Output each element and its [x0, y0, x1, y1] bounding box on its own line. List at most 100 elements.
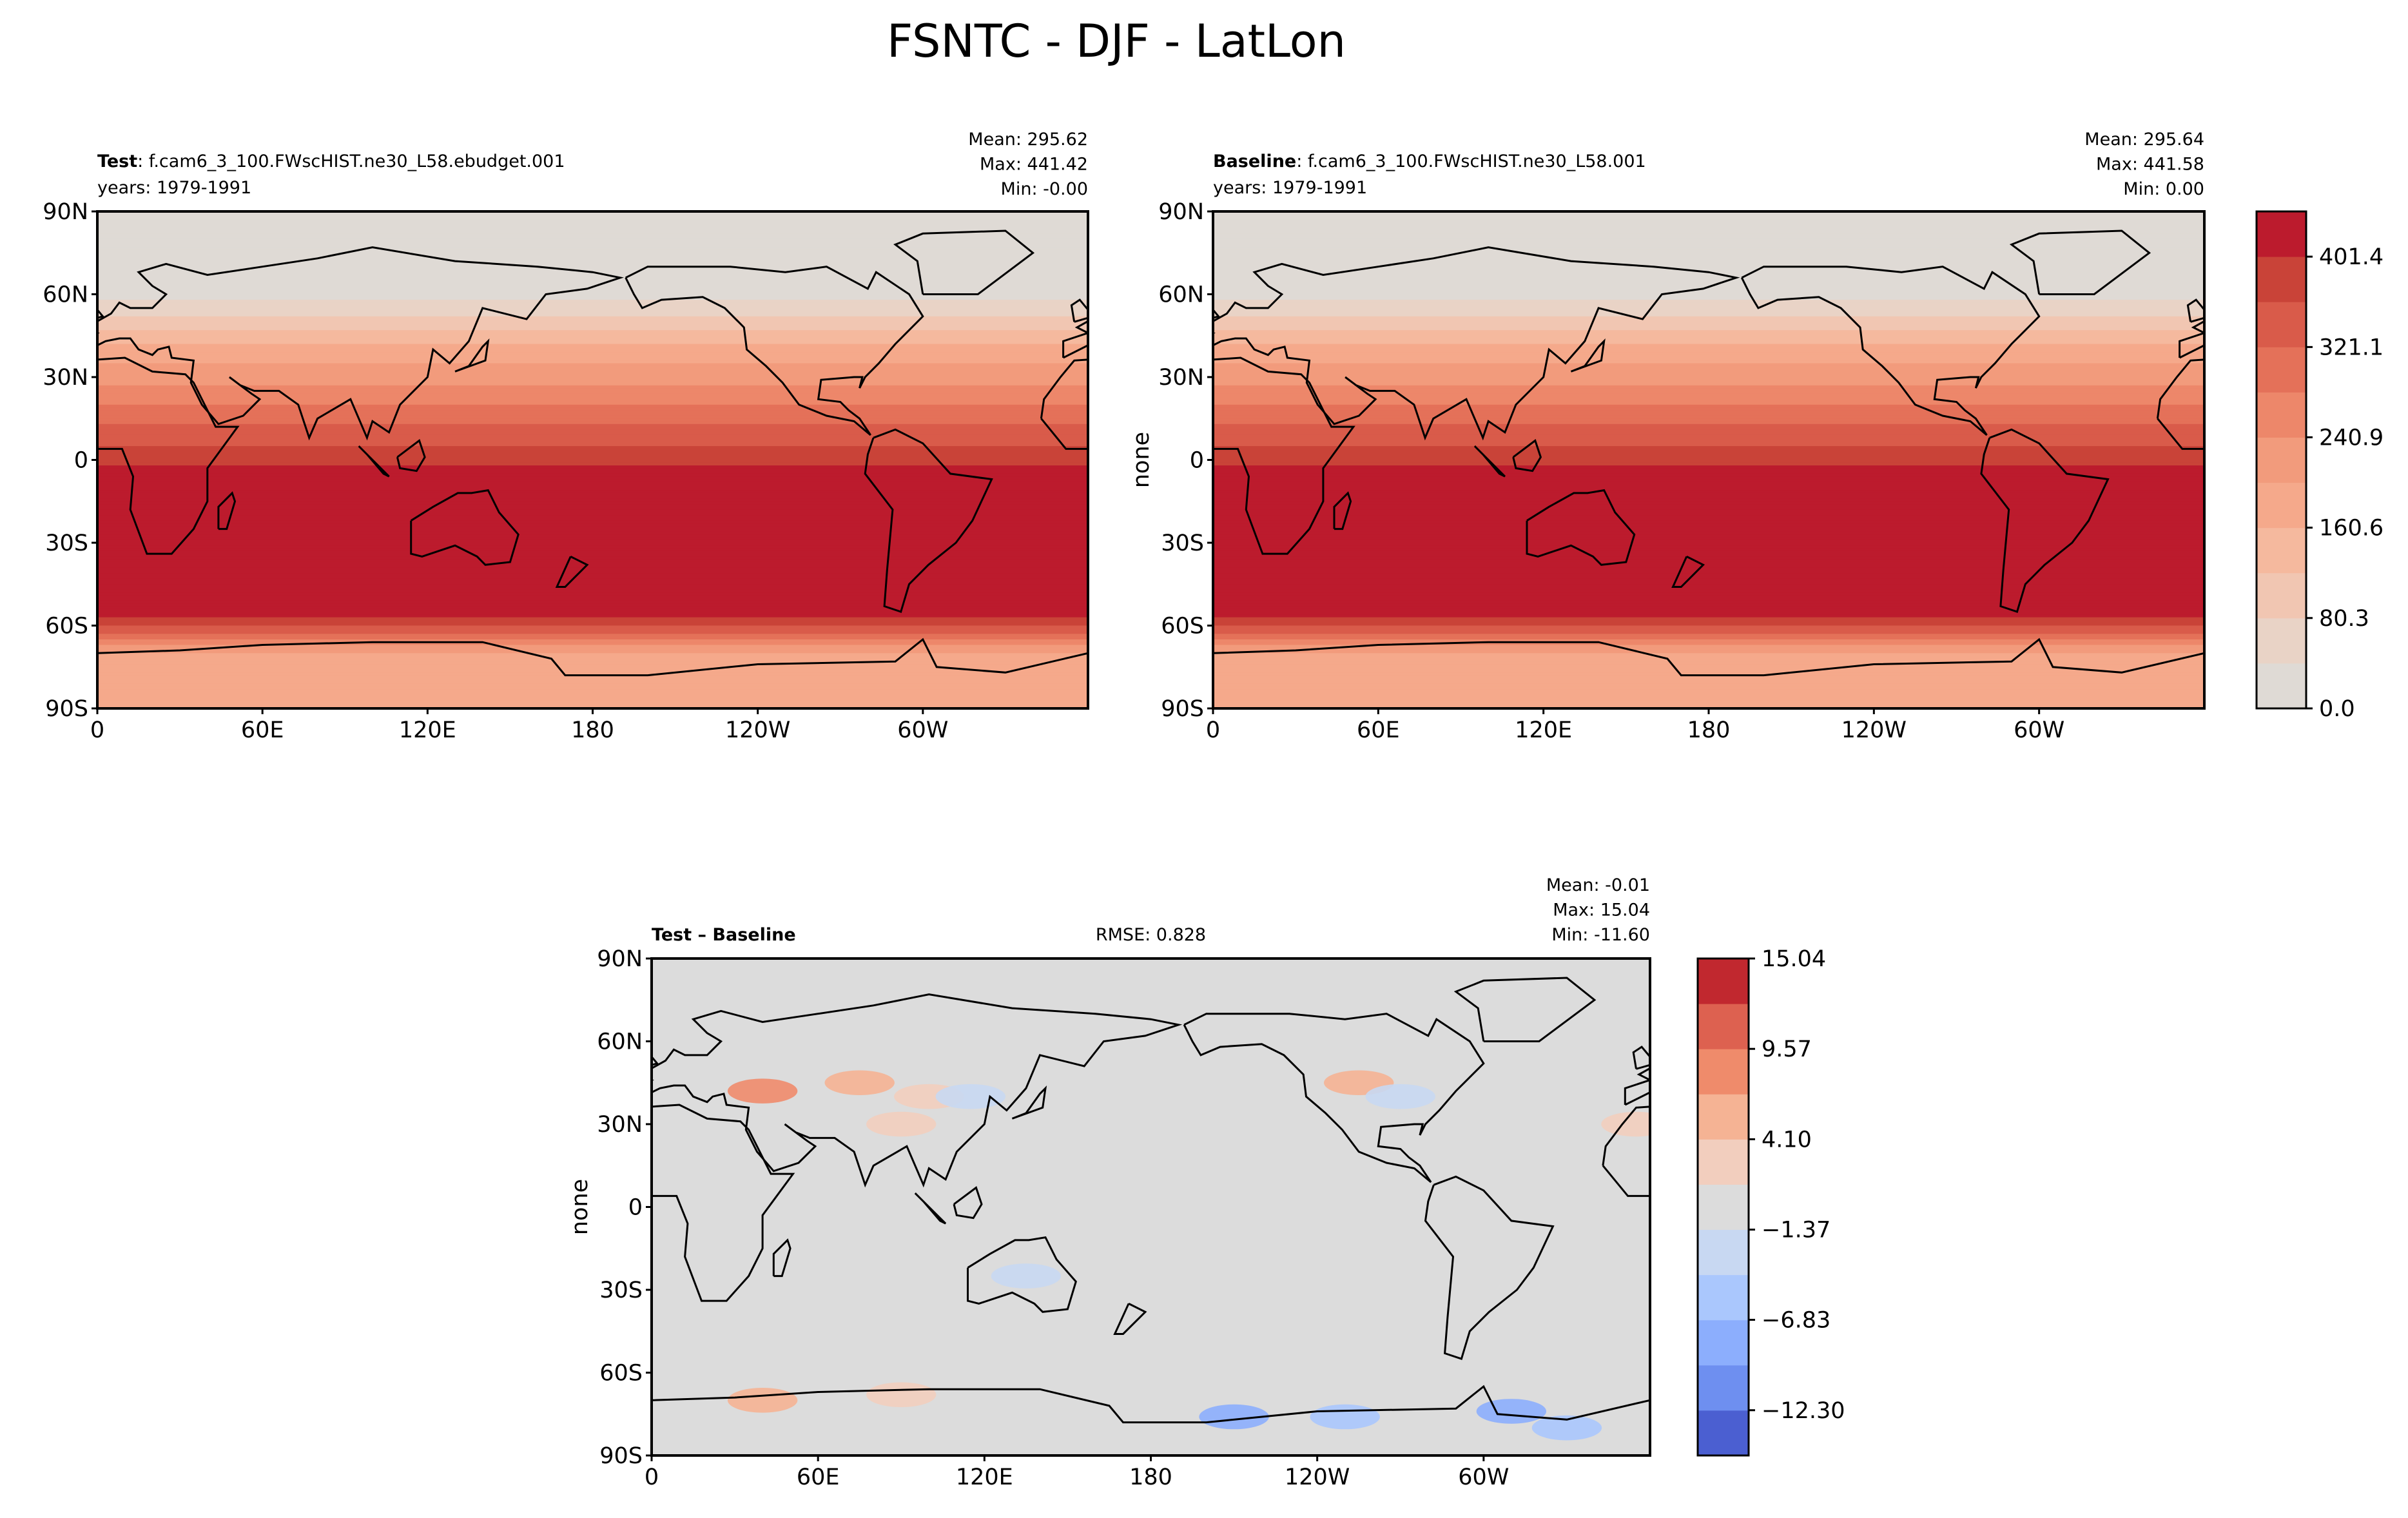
coastline	[1671, 556, 1705, 588]
zonal-band	[97, 410, 1088, 414]
zonal-band	[97, 407, 1088, 411]
zonal-band	[1213, 374, 2204, 378]
zonal-band	[97, 468, 1088, 472]
zonal-band	[1213, 382, 2204, 386]
zonal-band	[1213, 319, 2204, 323]
zonal-band	[1213, 358, 2204, 362]
zonal-band	[97, 581, 1088, 585]
zonal-band	[1213, 311, 2204, 315]
zonal-band	[1213, 520, 2204, 525]
y-tick-label: 60S	[599, 1361, 643, 1387]
coastline	[1602, 1105, 1650, 1197]
zonal-band	[1213, 427, 2204, 431]
x-tick-label: 0	[1206, 717, 1220, 743]
zonal-band	[1213, 603, 2204, 607]
zonal-band	[1213, 667, 2204, 671]
coastline	[1213, 637, 2204, 677]
zonal-band	[97, 388, 1088, 392]
zonal-band	[97, 515, 1088, 519]
zonal-band	[1213, 476, 2204, 480]
colorbar-band	[1698, 1004, 1749, 1049]
zonal-band	[1213, 457, 2204, 461]
zonal-band	[97, 449, 1088, 452]
anomaly-patch	[1476, 1399, 1547, 1424]
zonal-band	[1213, 703, 2204, 706]
y-tick-label: 90N	[597, 946, 643, 972]
zonal-band	[1213, 330, 2204, 334]
zonal-band	[97, 636, 1088, 640]
coastline	[1473, 445, 1506, 478]
zonal-band	[97, 606, 1088, 610]
zonal-band	[97, 526, 1088, 530]
zonal-band	[97, 272, 1088, 276]
zonal-band	[97, 645, 1088, 648]
zonal-band	[1213, 255, 2204, 259]
zonal-band	[97, 507, 1088, 511]
zonal-band	[1213, 338, 2204, 342]
zonal-band	[97, 661, 1088, 665]
coastline	[1333, 491, 1352, 530]
zonal-band	[1213, 479, 2204, 483]
zonal-band	[97, 675, 1088, 679]
zonal-band	[97, 451, 1088, 455]
zonal-band	[97, 307, 1088, 312]
anomaly-patch	[1531, 1415, 1602, 1441]
y-tick-label: 30N	[597, 1112, 643, 1138]
zonal-band	[1213, 418, 2204, 422]
y-tick-label: 30S	[45, 530, 88, 556]
zonal-band	[1213, 454, 2204, 458]
zonal-band	[1213, 650, 2204, 654]
zonal-band	[1213, 305, 2204, 309]
coastline	[97, 356, 240, 555]
zonal-band	[97, 344, 1088, 347]
data-field	[1213, 211, 2204, 708]
zonal-band	[1213, 540, 2204, 543]
zonal-band	[1213, 219, 2204, 224]
zonal-band	[97, 374, 1088, 378]
zonal-band	[1213, 355, 2204, 359]
zonal-band	[1213, 297, 2204, 301]
data-field	[652, 958, 1650, 1455]
zonal-band	[1213, 647, 2204, 652]
zonal-band	[97, 683, 1088, 687]
x-tick-label: 60W	[2014, 717, 2064, 743]
coastline	[914, 1192, 947, 1225]
y-tick-label: 90S	[599, 1443, 643, 1469]
zonal-band	[1213, 526, 2204, 530]
colorbar-band	[1698, 1049, 1749, 1095]
x-tick-label: 120E	[956, 1464, 1013, 1490]
zonal-band	[1213, 672, 2204, 676]
zonal-band	[1213, 233, 2204, 237]
zonal-band	[97, 689, 1088, 693]
zonal-band	[1213, 385, 2204, 389]
zonal-band	[1213, 677, 2204, 682]
zonal-band	[97, 238, 1088, 243]
zonal-band	[97, 482, 1088, 486]
zonal-band	[1213, 554, 2204, 558]
colorbar-tick-label: 80.3	[2319, 606, 2369, 632]
coastline	[1011, 1085, 1047, 1120]
zonal-band	[1213, 266, 2204, 270]
zonal-band	[1213, 548, 2204, 552]
zonal-band	[1213, 302, 2204, 306]
zonal-band	[1213, 380, 2204, 384]
zonal-band	[1213, 670, 2204, 674]
zonal-band	[97, 642, 1088, 646]
zonal-band	[1213, 462, 2204, 467]
zonal-band	[1213, 697, 2204, 701]
zonal-band	[1213, 636, 2204, 640]
zonal-band	[97, 247, 1088, 251]
zonal-band	[97, 628, 1088, 632]
panel-stat: Mean: -0.01	[1546, 875, 1650, 895]
zonal-band	[1213, 504, 2204, 508]
zonal-band	[97, 672, 1088, 676]
zonal-band	[1213, 225, 2204, 229]
coastline	[625, 266, 924, 436]
zonal-band	[97, 584, 1088, 588]
colorbar-band	[2257, 392, 2306, 438]
zonal-band	[97, 297, 1088, 301]
zonal-band	[1213, 531, 2204, 536]
zonal-band	[97, 427, 1088, 431]
coastline	[953, 1186, 983, 1220]
coastline	[555, 556, 589, 588]
